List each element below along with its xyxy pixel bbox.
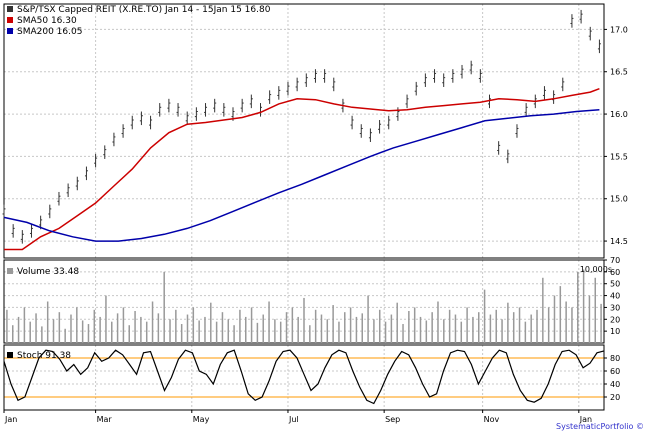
attribution: SystematicPortfolio © [556, 422, 644, 431]
volume-legend: Volume 33.48 10,000s [7, 265, 612, 277]
price-y-tick-label: 16.0 [610, 110, 628, 119]
x-tick-label: Jan [4, 415, 17, 424]
volume-y-tick-label: 50 [610, 280, 620, 289]
price-y-tick-label: 15.0 [610, 195, 628, 204]
volume-y-tick-label: 60 [610, 268, 620, 277]
legend-swatch-price [7, 6, 13, 12]
volume-y-tick-label: 40 [610, 292, 620, 301]
volume-y-tick-label: 10 [610, 327, 620, 336]
price-y-tick-label: 17.0 [610, 25, 628, 34]
legend-label-sma200: SMA200 16.05 [17, 27, 82, 37]
x-tick-label: Jan [579, 415, 592, 424]
volume-label: Volume 33.48 [17, 267, 79, 277]
x-tick-label: May [193, 415, 210, 424]
stochastic-legend: Stoch 91.38 [7, 351, 71, 361]
legend-swatch-volume [7, 268, 13, 274]
legend-label-sma50: SMA50 16.30 [17, 16, 77, 26]
x-axis: Jan Mar May Jul Sep Nov Jan [3, 410, 592, 424]
stochastic-y-tick-label: 20 [610, 393, 620, 402]
price-y-tick-label: 14.5 [610, 237, 628, 246]
x-tick-label: Jul [288, 415, 299, 424]
stochastic-y-tick-label: 60 [610, 367, 620, 376]
price-legend: S&P/TSX Capped REIT (X.RE.TO) Jan 14 - 1… [7, 5, 271, 37]
stochastic-panel: 20 40 60 80 [3, 344, 620, 411]
legend-swatch-stochastic [7, 352, 13, 358]
stochastic-label: Stoch 91.38 [17, 351, 71, 361]
legend-label-price: S&P/TSX Capped REIT (X.RE.TO) Jan 14 - 1… [17, 5, 271, 15]
price-panel: 14.5 15.0 15.5 16.0 16.5 17.0 [2, 3, 628, 259]
legend-swatch-sma200 [7, 28, 13, 34]
legend-swatch-sma50 [7, 17, 13, 23]
x-tick-label: Nov [484, 415, 500, 424]
volume-y-tick-label: 20 [610, 315, 620, 324]
price-y-tick-label: 16.5 [610, 68, 628, 77]
volume-y-tick-label: 70 [610, 256, 620, 265]
stochastic-y-tick-label: 80 [610, 354, 620, 363]
volume-y-tick-label: 30 [610, 303, 620, 312]
series-line-sma200 [3, 109, 600, 242]
price-panel-frame [3, 3, 605, 259]
volume-panel: 10 20 30 40 50 60 70 [3, 256, 620, 344]
stochastic-line [3, 349, 605, 405]
stochastic-y-tick-label: 40 [610, 380, 620, 389]
price-y-tick-label: 15.5 [610, 152, 628, 161]
x-tick-label: Mar [97, 415, 113, 424]
series-line-sma50 [4, 87, 600, 251]
volume-unit-label: 10,000s [580, 265, 612, 274]
stochastic-panel-frame [3, 344, 605, 411]
x-tick-label: Sep [385, 415, 400, 424]
